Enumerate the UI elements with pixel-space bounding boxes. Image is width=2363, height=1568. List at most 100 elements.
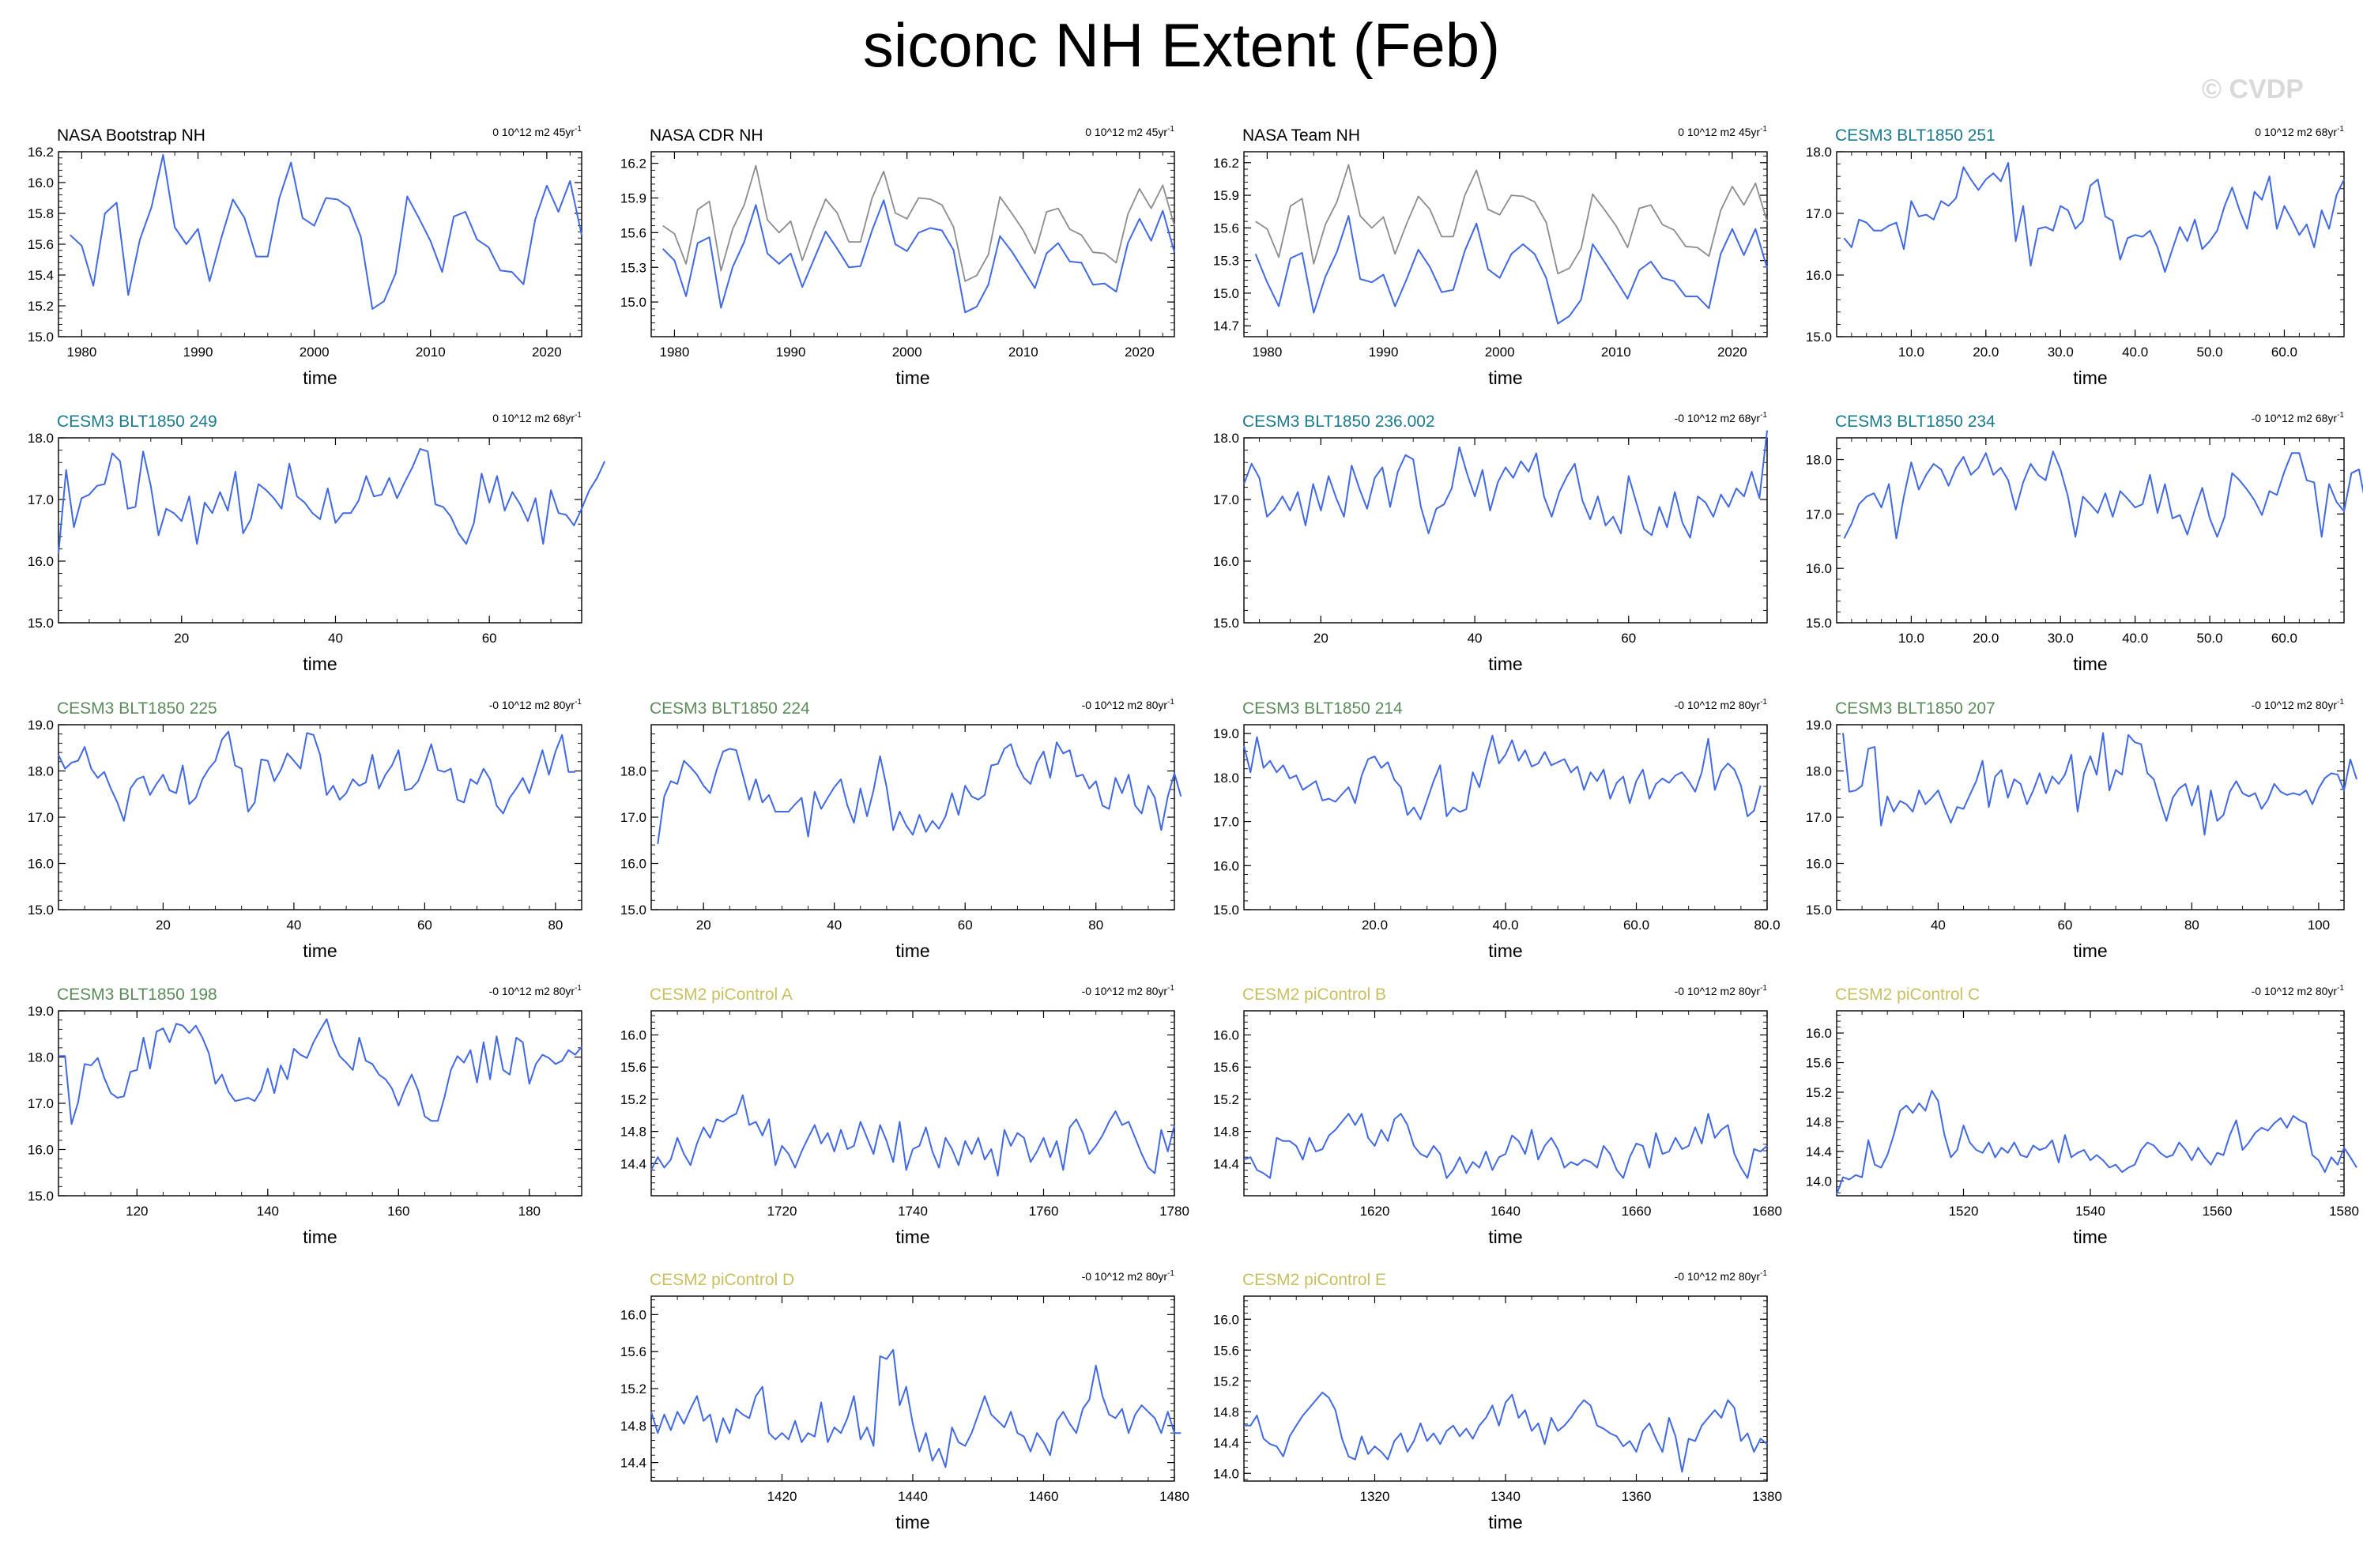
trend-label: -0 10^12 m2 80yr-1 — [489, 698, 582, 711]
x-tick-label: 40.0 — [2122, 631, 2148, 646]
y-tick-label: 16.0 — [620, 1028, 646, 1043]
x-axis-label: time — [1488, 368, 1522, 388]
x-tick-label: 60 — [958, 918, 973, 933]
panel-cesm3-blt1850-198: CESM3 BLT1850 198 -0 10^12 m2 80yr-1 15.0 1… — [28, 984, 582, 1247]
trend-exponent: -1 — [1760, 698, 1767, 707]
x-tick-label: 1580 — [2329, 1204, 2359, 1219]
trend-label: -0 10^12 m2 80yr-1 — [1675, 698, 1768, 711]
y-tick-label: 15.6 — [620, 225, 646, 240]
x-tick-label: 40 — [286, 918, 301, 933]
figure-title: siconc NH Extent (Feb) — [862, 10, 1501, 80]
y-tick-label: 15.3 — [620, 260, 646, 275]
y-tick-label: 15.0 — [1806, 616, 1832, 631]
plot-frame — [1836, 724, 2345, 910]
x-tick-label: 40 — [827, 918, 842, 933]
x-tick-label: 60 — [482, 631, 497, 646]
x-axis-label: time — [2073, 368, 2107, 388]
y-tick-label: 16.2 — [28, 145, 54, 160]
panel-nasa-bootstrap-nh: NASA Bootstrap NH 0 10^12 m2 45yr-1 15.0 15… — [28, 125, 582, 388]
y-tick-label: 15.2 — [620, 1092, 646, 1107]
y-tick-label: 18.0 — [28, 764, 54, 779]
y-tick-label: 15.6 — [1806, 1056, 1832, 1071]
x-axis-label: time — [895, 1512, 929, 1532]
x-tick-label: 160 — [387, 1204, 409, 1219]
plot-frame — [58, 1010, 582, 1197]
y-tick-label: 14.8 — [620, 1419, 646, 1434]
x-axis-label: time — [2073, 654, 2107, 674]
panel-cesm3-blt1850-251: CESM3 BLT1850 251 0 10^12 m2 68yr-1 15.0 16… — [1806, 125, 2345, 388]
y-tick-label: 18.0 — [620, 764, 646, 779]
trend-exponent: -1 — [2337, 125, 2344, 134]
y-tick-label: 16.0 — [620, 857, 646, 872]
series-line-cesm3-blt1850-234 — [1843, 450, 2363, 540]
trend-exponent: -1 — [1167, 1269, 1174, 1278]
trend-exponent: -1 — [2337, 698, 2344, 707]
panel-title: CESM3 BLT1850 225 — [57, 699, 217, 718]
y-tick-label: 18.0 — [28, 431, 54, 446]
x-tick-label: 2000 — [1485, 345, 1515, 360]
y-tick-label: 18.0 — [1806, 764, 1832, 779]
series-line-cesm2-picontrol-e — [1244, 1391, 1768, 1473]
y-tick-label: 15.8 — [28, 206, 54, 221]
y-tick-label: 15.2 — [1806, 1085, 1832, 1100]
plot-frame — [1243, 151, 1768, 337]
panel-title: CESM2 piControl C — [1835, 986, 1980, 1004]
y-tick-label: 16.0 — [1806, 561, 1832, 576]
series-line-reference — [662, 164, 1175, 282]
x-tick-label: 1680 — [1752, 1204, 1782, 1219]
x-tick-label: 20 — [156, 918, 171, 933]
trend-exponent: -1 — [575, 984, 582, 993]
x-tick-label: 10.0 — [1898, 345, 1924, 360]
x-axis-label: time — [303, 940, 337, 961]
trend-label: -0 10^12 m2 80yr-1 — [2252, 984, 2345, 997]
trend-label: -0 10^12 m2 80yr-1 — [2252, 698, 2345, 711]
x-tick-label: 2000 — [300, 345, 330, 360]
trend-exponent: -1 — [575, 411, 582, 420]
x-tick-label: 1640 — [1491, 1204, 1521, 1219]
y-tick-label: 16.0 — [1806, 1026, 1832, 1041]
plot-frame — [58, 437, 582, 624]
y-tick-label: 14.4 — [620, 1456, 646, 1471]
trend-label: -0 10^12 m2 80yr-1 — [1082, 1269, 1175, 1283]
panel-title: NASA Bootstrap NH — [57, 126, 205, 145]
x-tick-label: 40.0 — [1492, 918, 1518, 933]
y-tick-label: 16.0 — [1806, 857, 1832, 872]
y-tick-label: 19.0 — [1213, 726, 1239, 741]
x-tick-label: 60.0 — [2271, 631, 2297, 646]
y-tick-label: 19.0 — [1806, 718, 1832, 733]
trend-exponent: -1 — [1760, 125, 1767, 134]
panel-cesm3-blt1850-236-002: CESM3 BLT1850 236.002 -0 10^12 m2 68yr-1 1… — [1213, 411, 1768, 674]
x-tick-label: 20 — [174, 631, 189, 646]
panel-title: CESM3 BLT1850 251 — [1835, 126, 1996, 145]
plot-frame — [58, 151, 582, 337]
x-tick-label: 1980 — [660, 345, 690, 360]
x-tick-label: 80 — [2184, 918, 2199, 933]
y-tick-label: 16.0 — [1213, 858, 1239, 873]
trend-exponent: -1 — [1760, 1269, 1767, 1278]
series-line-nasa-cdr-nh — [661, 199, 1175, 314]
x-tick-label: 1990 — [183, 345, 213, 360]
panel-title: CESM3 BLT1850 214 — [1242, 699, 1403, 718]
y-tick-label: 16.2 — [1213, 156, 1239, 171]
y-tick-label: 15.0 — [28, 903, 54, 918]
x-axis-label: time — [1488, 1227, 1522, 1247]
y-tick-label: 14.8 — [1213, 1125, 1239, 1140]
y-tick-label: 18.0 — [1213, 431, 1239, 446]
y-tick-label: 14.0 — [1213, 1466, 1239, 1481]
trend-label: -0 10^12 m2 80yr-1 — [489, 984, 582, 997]
x-axis-label: time — [895, 368, 929, 388]
panel-cesm2-picontrol-e: CESM2 piControl E -0 10^12 m2 80yr-1 14.0 1… — [1213, 1269, 1782, 1532]
y-tick-label: 16.0 — [1806, 268, 1832, 283]
x-tick-label: 1780 — [1159, 1204, 1189, 1219]
y-tick-label: 15.0 — [28, 1189, 54, 1204]
y-tick-label: 15.4 — [28, 268, 54, 283]
plot-frame — [650, 1010, 1175, 1197]
panel-title: NASA Team NH — [1242, 126, 1360, 145]
x-tick-label: 80 — [548, 918, 563, 933]
trend-exponent: -1 — [2337, 411, 2344, 420]
x-tick-label: 50.0 — [2197, 631, 2223, 646]
y-tick-label: 17.0 — [28, 1096, 54, 1111]
x-tick-label: 1980 — [1253, 345, 1283, 360]
y-tick-label: 16.0 — [620, 1307, 646, 1322]
x-tick-label: 10.0 — [1898, 631, 1924, 646]
